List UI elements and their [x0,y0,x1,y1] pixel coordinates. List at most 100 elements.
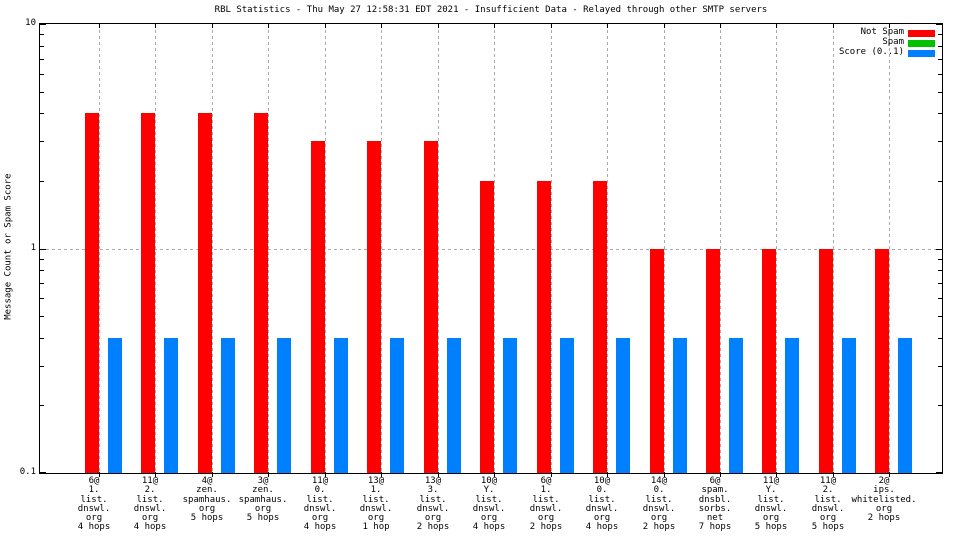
bar-score-0-1- [842,338,856,473]
x-tick-label: 6@ 1. list. dnswl. org 2 hops [529,476,563,533]
x-tick [381,472,383,477]
gridline-x [155,24,157,473]
bar-score-0-1- [447,338,461,473]
x-tick [494,24,496,28]
y-tick-minor [938,59,942,60]
x-tick [776,24,778,28]
y-tick-major [40,249,46,250]
bar-score-0-1- [729,338,743,473]
y-tick-minor [40,405,44,406]
y-tick-minor [938,141,942,142]
x-tick [155,24,157,28]
bar-not-spam [650,249,664,473]
bar-not-spam [537,181,551,473]
y-tick-minor [40,270,44,271]
bar-not-spam [254,113,268,473]
legend-swatch-spam [908,39,935,47]
x-tick-label: 10@ 0. list. dnswl. org 4 hops [585,476,619,533]
y-tick-minor [938,34,942,35]
legend-label: Spam [882,37,904,48]
y-tick-major [936,472,942,473]
bar-score-0-1- [503,338,517,473]
gridline-x [494,24,496,473]
x-tick [663,24,665,28]
y-tick-minor [938,316,942,317]
y-tick-minor [40,259,44,260]
bar-not-spam [480,181,494,473]
bar-score-0-1- [334,338,348,473]
x-tick [268,472,270,477]
y-tick-minor [40,141,44,142]
y-tick-minor [938,270,942,271]
gridline-x [268,24,270,473]
chart-title: RBL Statistics - Thu May 27 12:58:31 EDT… [214,5,768,15]
bar-score-0-1- [390,338,404,473]
legend-item-score-0-1-: Score (0..1) [839,48,935,58]
y-tick-minor [938,113,942,114]
x-tick [381,24,383,28]
x-tick [99,472,100,477]
y-tick-label: 1 [30,243,36,253]
x-tick [607,472,609,477]
y-tick-minor [40,46,44,47]
bar-score-0-1- [673,338,687,473]
bar-score-0-1- [164,338,178,473]
y-tick-minor [938,181,942,182]
bar-score-0-1- [277,338,291,473]
x-tick [155,472,157,477]
x-tick [268,24,270,28]
bar-not-spam [819,249,833,473]
x-tick [437,24,439,28]
x-tick-label: 14@ 0. list. dnswl. org 2 hops [642,476,676,533]
x-tick-label: 6@ 1. list. dnswl. org 4 hops [77,476,111,533]
y-tick-minor [938,338,942,339]
x-tick-label: 13@ 1. list. dnswl. org 1 hop [359,476,393,533]
bar-not-spam [198,113,212,473]
gridline-x [832,24,834,473]
bar-not-spam [85,113,99,473]
legend-label: Score (0..1) [838,47,904,58]
y-tick-minor [40,92,44,93]
x-tick [211,24,213,28]
y-tick-minor [40,34,44,35]
bar-not-spam [762,249,776,473]
y-tick-label: 0.1 [19,467,36,477]
x-tick-label: 11@ 2. list. dnswl. org 5 hops [811,476,845,533]
x-tick [832,24,834,28]
plot-area [39,23,943,477]
y-tick-major [936,24,942,25]
y-tick-minor [938,283,942,284]
bar-not-spam [367,141,381,473]
x-tick-label: 11@ 2. list. dnswl. org 4 hops [133,476,167,533]
y-tick-minor [40,74,44,75]
x-tick [324,24,326,28]
bar-not-spam [311,141,325,473]
x-tick [550,472,552,477]
x-tick-label: 4@ zen. spamhaus. org 5 hops [182,476,232,524]
bar-not-spam [593,181,607,473]
x-tick [889,472,891,477]
y-tick-major [40,24,46,25]
bar-not-spam [141,113,155,473]
gridline-x [437,24,439,473]
y-tick-major [936,249,942,250]
gridline-x [381,24,383,473]
bar-score-0-1- [221,338,235,473]
x-tick [719,24,721,28]
gridline-x [719,24,721,473]
x-tick-label: 2@ ips. whitelisted. org 2 hops [851,476,917,524]
x-tick [719,472,721,477]
legend-item-not-spam: Not Spam [861,28,935,38]
y-tick-label: 10 [25,18,36,28]
bar-not-spam [875,249,889,473]
gridline-x [663,24,665,473]
bar-not-spam [706,249,720,473]
gridline-x [99,24,100,473]
x-tick-label: 6@ spam. dnsbl. sorbs. net 7 hops [698,476,732,533]
x-tick [776,472,778,477]
x-tick [211,472,213,477]
y-tick-minor [938,46,942,47]
y-tick-minor [40,338,44,339]
y-tick-minor [40,181,44,182]
